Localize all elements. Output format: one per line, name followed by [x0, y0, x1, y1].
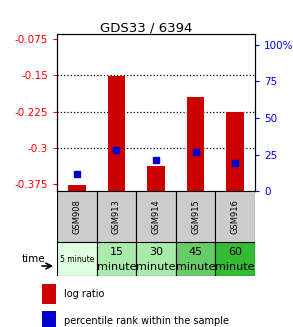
Text: 45: 45	[188, 247, 203, 257]
Text: GSM914: GSM914	[151, 199, 161, 234]
Bar	[215, 242, 255, 276]
Bar	[42, 311, 56, 327]
Bar	[97, 242, 136, 276]
Bar	[136, 242, 176, 276]
Text: GSM913: GSM913	[112, 199, 121, 234]
Text: minute: minute	[97, 262, 136, 272]
Bar	[187, 97, 205, 191]
Bar	[226, 112, 244, 191]
Text: log ratio: log ratio	[64, 289, 104, 299]
Bar	[97, 191, 136, 242]
Text: 30: 30	[149, 247, 163, 257]
Text: 60: 60	[228, 247, 242, 257]
Bar	[147, 166, 165, 191]
Bar	[57, 242, 97, 276]
Bar	[176, 242, 215, 276]
Text: GSM916: GSM916	[231, 199, 240, 234]
Text: GSM908: GSM908	[72, 199, 81, 234]
Bar	[215, 191, 255, 242]
Text: 5 minute: 5 minute	[60, 255, 94, 264]
Text: GSM915: GSM915	[191, 199, 200, 234]
Bar	[108, 76, 125, 191]
Text: GDS33 / 6394: GDS33 / 6394	[100, 21, 193, 34]
Text: 15: 15	[110, 247, 123, 257]
Bar	[136, 191, 176, 242]
Bar	[42, 284, 56, 304]
Bar	[176, 191, 215, 242]
Text: minute: minute	[176, 262, 215, 272]
Text: minute: minute	[215, 262, 255, 272]
Text: minute: minute	[136, 262, 176, 272]
Bar	[68, 185, 86, 191]
Text: time: time	[22, 254, 46, 264]
Text: percentile rank within the sample: percentile rank within the sample	[64, 316, 229, 326]
Bar	[57, 191, 97, 242]
